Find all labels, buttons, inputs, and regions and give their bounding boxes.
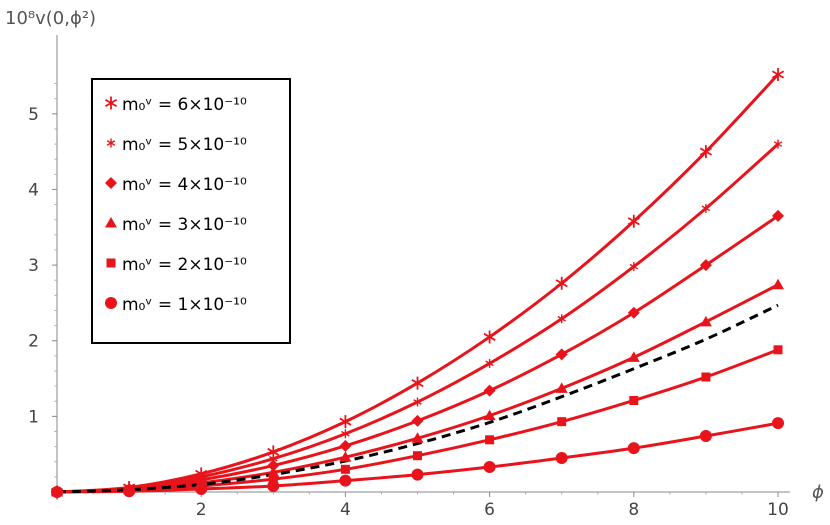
series-6-point [483, 461, 496, 474]
series-6-point [627, 442, 640, 455]
x-tick-label: 2 [196, 500, 207, 520]
series-4-point [483, 409, 496, 421]
legend-marker-6 [105, 297, 117, 309]
series-4-point [627, 351, 640, 362]
legend-marker-4 [105, 217, 117, 228]
series-5-point [701, 372, 711, 382]
legend-box [91, 78, 291, 344]
series-6-point [123, 485, 136, 498]
series-1-point [483, 330, 496, 344]
series-6-point [772, 417, 784, 430]
series-1-point [411, 376, 424, 390]
series-2-point [629, 262, 639, 272]
series-6-point [51, 486, 63, 498]
series-5-point [629, 395, 639, 405]
series-2-point [557, 314, 566, 324]
reference-curve-group [56, 303, 779, 494]
legend-label-2: m₀ᵛ = 5×10⁻¹⁰ [122, 135, 247, 155]
y-tick-label: 4 [28, 180, 39, 200]
series-3-point [411, 414, 424, 427]
legend-marker-3 [105, 177, 117, 189]
series-4-point [411, 432, 424, 443]
series-4-point [339, 451, 352, 462]
series-1-point [339, 415, 352, 429]
legend-label-1: m₀ᵛ = 6×10⁻¹⁰ [122, 95, 247, 115]
legend-label-4: m₀ᵛ = 3×10⁻¹⁰ [122, 215, 247, 235]
series-2-point [485, 358, 494, 368]
series-4-point [555, 382, 568, 393]
y-tick-label: 3 [28, 256, 39, 276]
series-2-point [701, 203, 711, 213]
series-6-point [195, 482, 208, 495]
series-2-point [413, 397, 422, 407]
series-5-point [485, 435, 495, 445]
series-1-point [555, 276, 568, 290]
series-3-point [339, 439, 352, 452]
x-tick-label: 10 [767, 500, 789, 520]
series-line-1 [56, 73, 780, 494]
series-3-point [267, 459, 280, 472]
series-6-point [339, 474, 352, 487]
series-4-point [267, 466, 280, 477]
legend-label-5: m₀ᵛ = 2×10⁻¹⁰ [122, 255, 247, 275]
series-3-point [483, 384, 496, 397]
series-6-point [267, 479, 280, 492]
reference-dashed-line [56, 303, 779, 494]
series-5-point [268, 474, 278, 484]
series-6-point [699, 430, 712, 443]
y-tick-label: 2 [28, 332, 39, 352]
series-2-point [773, 139, 783, 149]
series-3-point [699, 259, 712, 272]
series-3-point [555, 348, 568, 361]
series-3-point [627, 306, 640, 319]
series-5-point [557, 417, 567, 427]
legend: m₀ᵛ = 6×10⁻¹⁰ m₀ᵛ = 5×10⁻¹⁰ m₀ᵛ = 4×10⁻¹⁰ m… [91, 78, 291, 344]
y-tick-label: 5 [28, 105, 39, 125]
x-tick-label: 6 [484, 500, 495, 520]
x-tick-label: 4 [340, 500, 351, 520]
series-6-point [555, 451, 568, 464]
series-line-2 [56, 142, 779, 494]
series-3-point [772, 209, 784, 222]
series-4-point [699, 315, 712, 327]
series-5-point [773, 345, 783, 355]
x-axis-label: ϕ [812, 482, 824, 503]
series-2-point [341, 429, 350, 439]
series-6-point [411, 468, 424, 481]
series-5-point [340, 464, 350, 474]
legend-marker-1 [104, 96, 118, 110]
legend-label-6: m₀ᵛ = 1×10⁻¹⁰ [122, 295, 247, 315]
markers [50, 67, 785, 499]
legend-marker-2 [106, 138, 116, 148]
series-1-point [627, 214, 640, 228]
series-1-point [771, 67, 785, 81]
legend-label-3: m₀ᵛ = 4×10⁻¹⁰ [122, 175, 247, 195]
x-tick-label: 8 [628, 500, 639, 520]
series-1-point [699, 145, 712, 159]
axes [56, 35, 790, 500]
series-4-point [772, 278, 784, 290]
series-5-point [413, 451, 422, 461]
y-tick-label: 1 [28, 407, 39, 427]
legend-marker-5 [106, 258, 116, 268]
y-axis-label: 10⁸v(0,ϕ²) [5, 8, 96, 29]
